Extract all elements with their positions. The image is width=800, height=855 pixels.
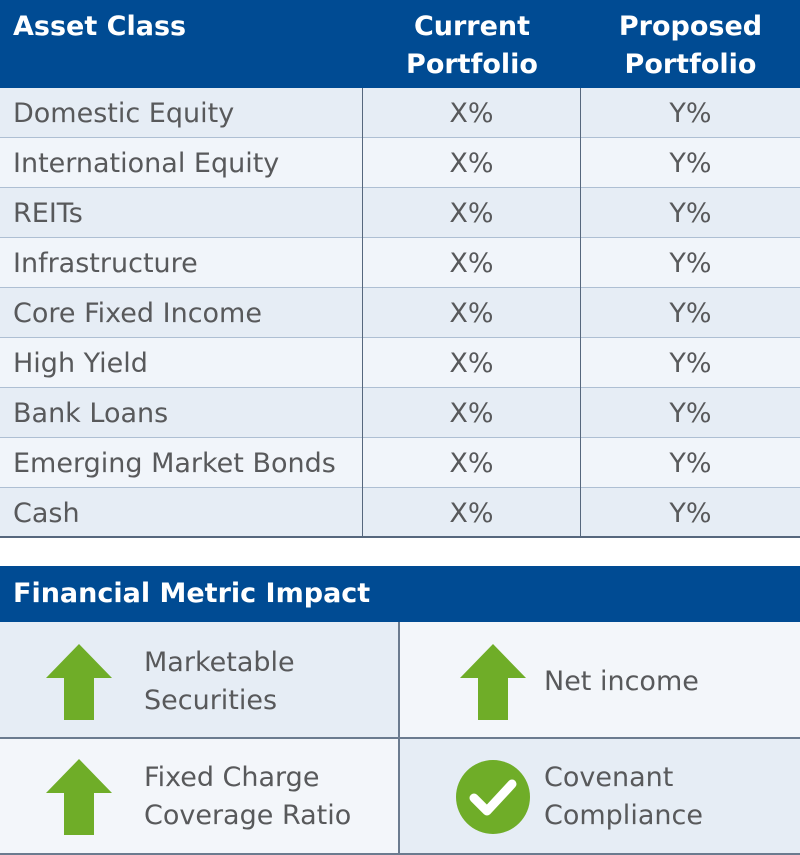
table-row: Emerging Market Bonds X% Y% [0,438,800,488]
asset-class-cell: REITs [0,188,363,238]
proposed-portfolio-cell: Y% [669,398,712,429]
current-portfolio-cell: X% [363,338,581,388]
table-row: International Equity X% Y% [0,138,800,188]
proposed-portfolio-cell: Y% [669,498,712,529]
metric-label: Covenant Compliance [544,762,703,831]
proposed-portfolio-cell: Y% [669,298,712,329]
up-arrow-icon [46,759,112,835]
up-arrow-icon [46,644,112,720]
metric-impact-grid: Marketable Securities Net income Fixed C… [0,622,800,855]
proposed-portfolio-cell: Y% [669,448,712,479]
current-portfolio-cell: X% [363,438,581,488]
asset-class-cell: Cash [0,488,363,538]
metric-cell-net-income: Net income [400,622,800,739]
metric-cell-covenant-compliance: Covenant Compliance [400,739,800,855]
current-portfolio-cell: X% [363,88,581,138]
header-asset-class: Asset Class [13,11,187,42]
metric-label: Net income [544,666,699,697]
metric-cell-marketable-securities: Marketable Securities [0,622,400,739]
proposed-portfolio-cell: Y% [669,248,712,279]
current-portfolio-cell: X% [363,238,581,288]
table-row: High Yield X% Y% [0,338,800,388]
table-row: Bank Loans X% Y% [0,388,800,438]
current-portfolio-cell: X% [363,288,581,338]
up-arrow-icon [460,644,526,720]
table-bottom-border [0,536,800,538]
metric-label: Fixed Charge Coverage Ratio [144,762,352,831]
table-row: Cash X% Y% [0,488,800,538]
asset-class-cell: High Yield [0,338,363,388]
proposed-portfolio-cell: Y% [669,148,712,179]
metric-cell-fixed-charge-coverage: Fixed Charge Coverage Ratio [0,739,400,855]
metric-label: Marketable Securities [144,647,295,716]
table-row: Core Fixed Income X% Y% [0,288,800,338]
table-row: REITs X% Y% [0,188,800,238]
proposed-portfolio-cell: Y% [669,348,712,379]
table-row: Infrastructure X% Y% [0,238,800,288]
asset-class-cell: Infrastructure [0,238,363,288]
header-proposed-portfolio: Proposed Portfolio [618,11,763,80]
asset-class-cell: Domestic Equity [0,88,363,138]
current-portfolio-cell: X% [363,388,581,438]
proposed-portfolio-cell: Y% [669,198,712,229]
asset-class-cell: Emerging Market Bonds [0,438,363,488]
current-portfolio-cell: X% [363,138,581,188]
asset-class-cell: International Equity [0,138,363,188]
proposed-portfolio-cell: Y% [669,98,712,129]
table-row: Domestic Equity X% Y% [0,88,800,138]
checkmark-circle-icon [456,760,530,834]
metric-impact-title: Financial Metric Impact [0,566,800,622]
header-current-portfolio: Current Portfolio [406,11,538,80]
asset-class-cell: Bank Loans [0,388,363,438]
asset-class-cell: Core Fixed Income [0,288,363,338]
current-portfolio-cell: X% [363,488,581,538]
table-header: Asset Class Current Portfolio Proposed P… [0,0,800,88]
current-portfolio-cell: X% [363,188,581,238]
